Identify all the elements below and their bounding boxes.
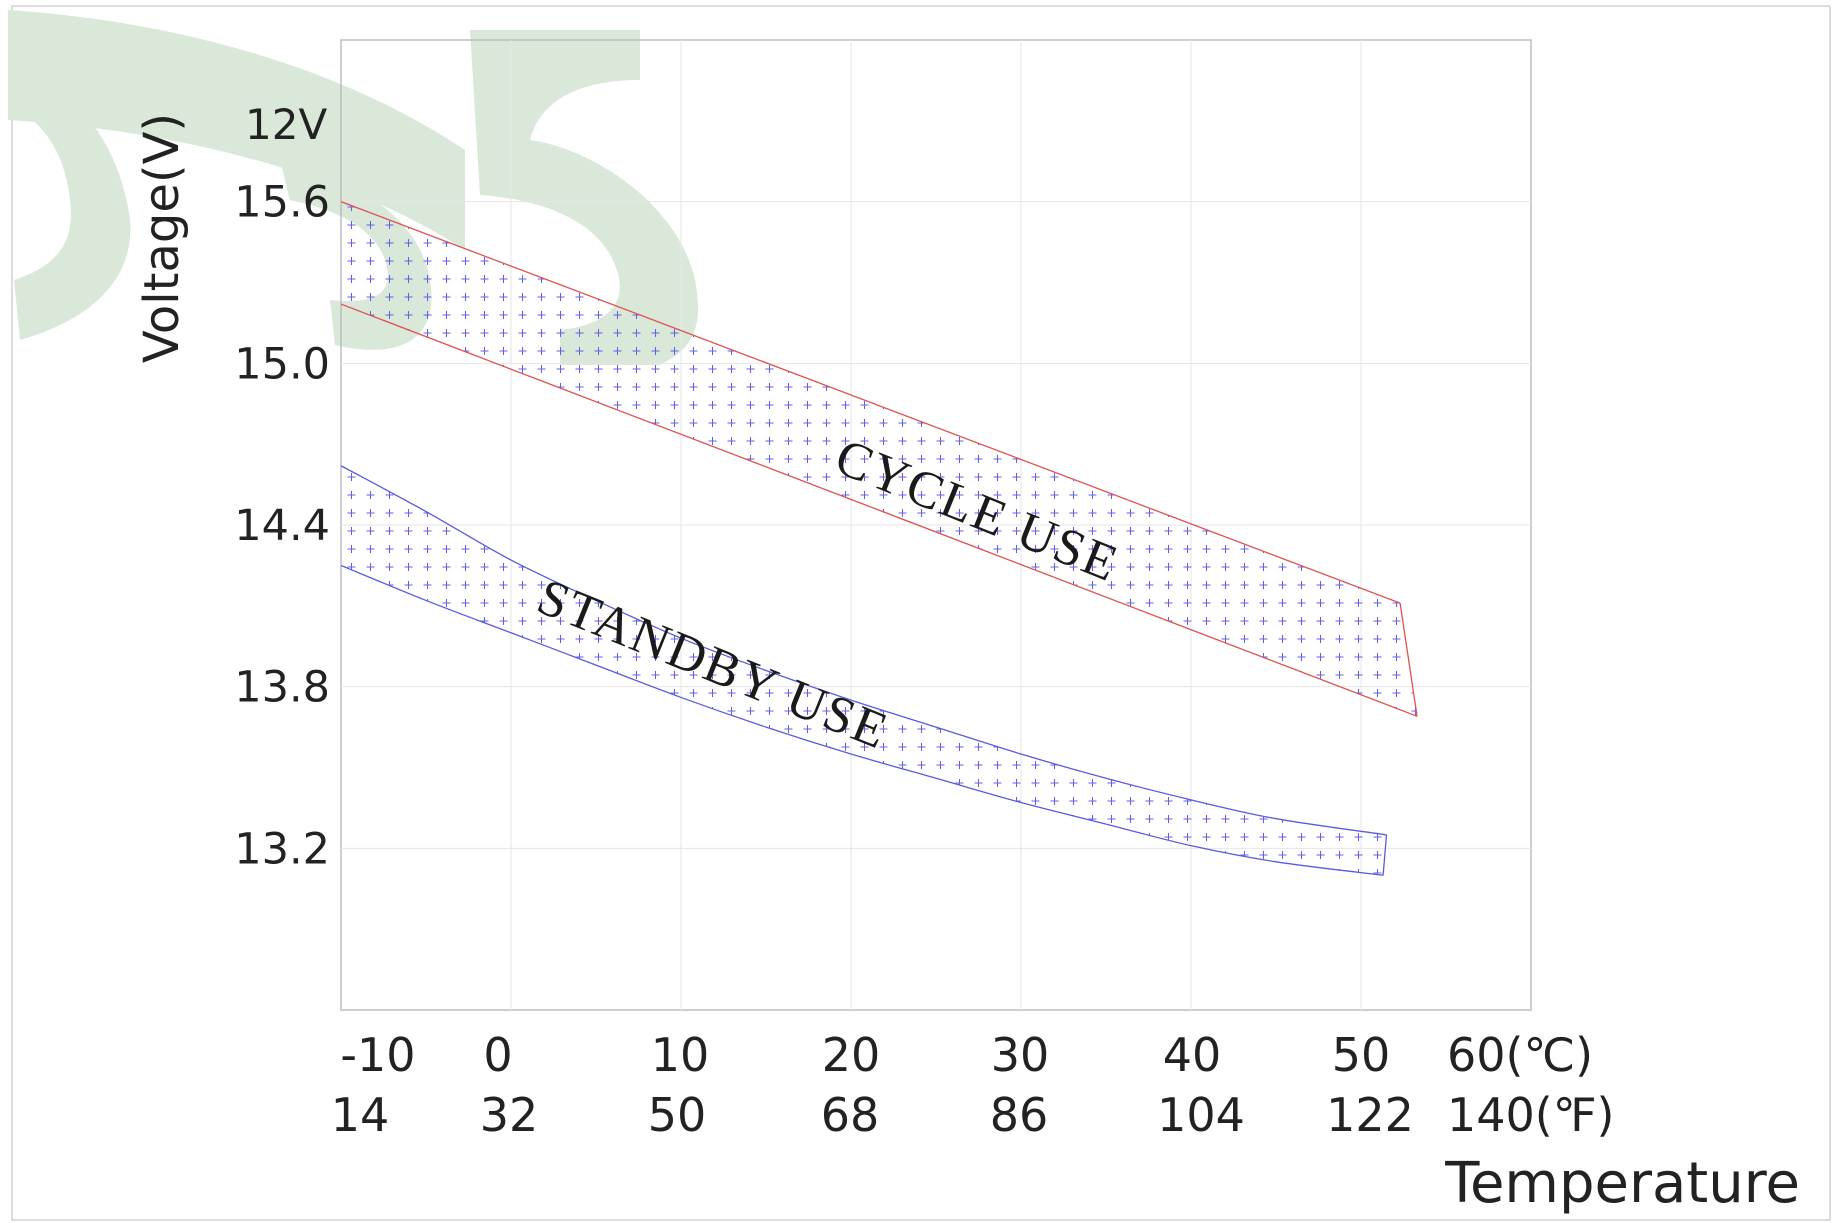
voltage-label: 12V [245,100,327,149]
band-fill-0 [341,201,1418,717]
y-tick-labels: 15.6 15.0 14.4 13.8 13.2 [234,178,330,875]
band-lower-line-0 [341,303,1418,717]
x-tick-celsius-5: 40 [1163,1028,1222,1082]
x-tick-fahrenheit-1: 32 [480,1088,539,1142]
y-axis-title: Voltage(V) [134,113,190,363]
band-end-line-0 [1399,603,1418,717]
x-tick-fahrenheit-6: 122 [1326,1088,1414,1142]
x-tick-celsius-4: 30 [991,1028,1050,1082]
standby-use-label: STANDBY USE [530,568,897,760]
x-tick-fahrenheit-0: 14 [331,1088,390,1142]
y-tick-label-2: 14.4 [234,501,330,551]
y-tick-label-1: 15.0 [234,339,330,389]
watermark-letter-left [14,60,131,340]
band-fill-1 [341,465,1387,876]
y-tick-label-3: 13.8 [234,663,330,713]
x-tick-fahrenheit-2: 50 [648,1088,707,1142]
x-tick-celsius-1: 0 [483,1028,512,1082]
x-tick-fahrenheit-3: 68 [821,1088,880,1142]
band-upper-line-1 [341,465,1387,836]
x-tick-celsius-6: 50 [1332,1028,1391,1082]
band-lower-line-1 [341,564,1384,876]
band-upper-line-0 [341,201,1401,604]
x-tick-celsius-0: -10 [340,1028,415,1082]
x-tick-fahrenheit-5: 104 [1157,1088,1245,1142]
y-tick-label-0: 15.6 [234,178,330,228]
x-tick-celsius-3: 20 [822,1028,881,1082]
bands [341,201,1418,876]
y-tick-label-4: 13.2 [234,824,330,874]
x-tick-celsius-7: 60(℃) [1447,1028,1593,1082]
x-axis-title: Temperature [1444,1151,1800,1216]
x-tick-labels: -10 0 10 20 30 40 50 60(℃) 14 32 50 68 86 104 122 140(℉… [331,1028,1615,1142]
x-tick-celsius-2: 10 [651,1028,710,1082]
x-tick-fahrenheit-4: 86 [990,1088,1049,1142]
watermark-letter-right [470,30,699,365]
x-tick-fahrenheit-7: 140(℉) [1447,1088,1614,1142]
band-end-line-1 [1382,834,1388,876]
image-border [11,5,1831,1221]
